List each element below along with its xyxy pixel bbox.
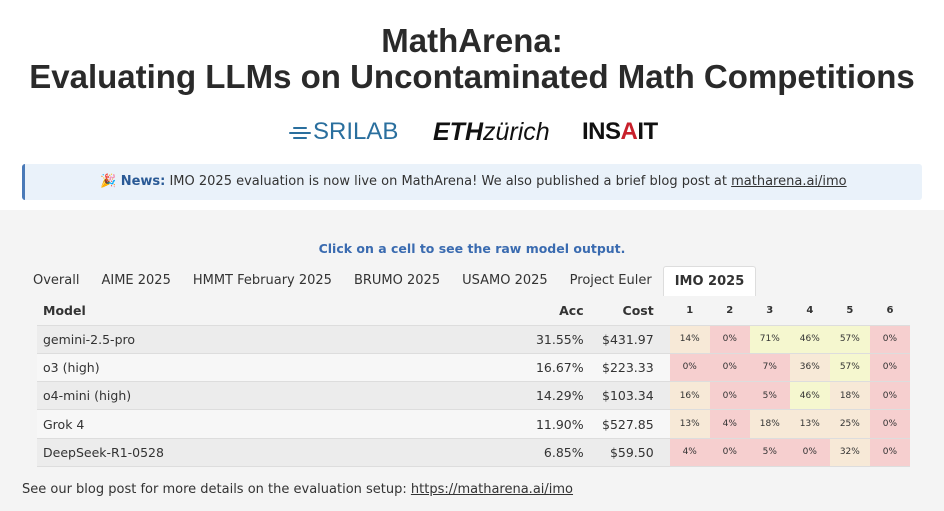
news-text: IMO 2025 evaluation is now live on MathA…	[165, 174, 732, 189]
column-header-problem-1[interactable]: 1	[669, 296, 710, 326]
tab-imo-2025[interactable]: IMO 2025	[662, 266, 757, 296]
column-header-problem-6[interactable]: 6	[869, 296, 910, 326]
score-cell-problem-4[interactable]: 46%	[789, 325, 830, 354]
column-header-acc[interactable]: Acc	[513, 296, 588, 326]
party-popper-icon: 🎉	[100, 174, 117, 189]
insait-logo-a: A	[620, 118, 638, 145]
news-link[interactable]: matharena.ai/imo	[731, 174, 847, 189]
accuracy-cell: 31.55%	[513, 325, 588, 354]
cost-cell: $223.33	[587, 353, 670, 383]
score-cell-problem-4[interactable]: 46%	[789, 381, 830, 411]
score-cell-problem-4[interactable]: 0%	[789, 438, 830, 467]
eth-zurich-logo[interactable]: ETHzürich	[433, 114, 550, 150]
model-name-cell: Grok 4	[37, 409, 514, 439]
score-cell-problem-4[interactable]: 13%	[789, 409, 830, 439]
column-header-problem-4[interactable]: 4	[789, 296, 830, 326]
column-header-problem-2[interactable]: 2	[709, 296, 750, 326]
score-cell-problem-2[interactable]: 0%	[709, 381, 750, 411]
score-cell-problem-1[interactable]: 4%	[669, 438, 710, 467]
score-cell-problem-6[interactable]: 0%	[869, 409, 910, 439]
insait-logo-pre: INS	[582, 118, 621, 145]
cost-cell: $527.85	[587, 409, 670, 439]
accuracy-cell: 16.67%	[513, 353, 588, 383]
accuracy-cell: 14.29%	[513, 381, 588, 411]
tab-hmmt-february-2025[interactable]: HMMT February 2025	[192, 273, 332, 288]
insait-logo[interactable]: INSAIT	[582, 114, 658, 150]
accuracy-cell: 6.85%	[513, 438, 588, 467]
column-header-model[interactable]: Model	[37, 296, 514, 326]
eth-logo-bold: ETH	[433, 118, 483, 146]
table-row[interactable]: DeepSeek-R1-0528 6.85% $59.50 4% 0% 5% 0% 32% 0%	[37, 438, 910, 467]
click-hint: Click on a cell to see the raw model out…	[318, 241, 626, 256]
score-cell-problem-2[interactable]: 0%	[709, 325, 750, 354]
page-title-line1: MathArena:	[381, 22, 563, 59]
logo-strip: SRILAB ETHzürich INSAIT	[0, 114, 944, 150]
score-cell-problem-5[interactable]: 57%	[829, 325, 870, 354]
score-cell-problem-2[interactable]: 0%	[709, 353, 750, 383]
score-cell-problem-3[interactable]: 18%	[749, 409, 790, 439]
score-cell-problem-1[interactable]: 13%	[669, 409, 710, 439]
cost-cell: $103.34	[587, 381, 670, 411]
cost-cell: $431.97	[587, 325, 670, 354]
table-row[interactable]: gemini-2.5-pro 31.55% $431.97 14% 0% 71% 46% 57…	[37, 325, 910, 354]
model-name-cell: o3 (high)	[37, 353, 514, 383]
model-name-cell: gemini-2.5-pro	[37, 325, 514, 354]
score-cell-problem-1[interactable]: 16%	[669, 381, 710, 411]
score-cell-problem-3[interactable]: 5%	[749, 438, 790, 467]
tab-project-euler[interactable]: Project Euler	[569, 273, 652, 288]
news-label: News:	[120, 174, 166, 189]
tab-usamo-2025[interactable]: USAMO 2025	[462, 273, 548, 288]
table-row[interactable]: o3 (high) 16.67% $223.33 0% 0% 7% 36% 57% 0%	[37, 353, 910, 383]
news-banner: 🎉 News: IMO 2025 evaluation is now live …	[22, 164, 922, 200]
footer-note: See our blog post for more details on th…	[22, 482, 573, 497]
score-cell-problem-5[interactable]: 57%	[829, 353, 870, 383]
score-cell-problem-2[interactable]: 4%	[709, 409, 750, 439]
insait-logo-post: IT	[637, 118, 658, 145]
page-title-line2: Evaluating LLMs on Uncontaminated Math C…	[29, 58, 915, 95]
score-cell-problem-6[interactable]: 0%	[869, 381, 910, 411]
column-header-problem-3[interactable]: 3	[749, 296, 790, 326]
score-cell-problem-6[interactable]: 0%	[869, 353, 910, 383]
competition-tabs: Overall AIME 2025 HMMT February 2025 BRUMO …	[22, 266, 757, 296]
score-cell-problem-3[interactable]: 7%	[749, 353, 790, 383]
table-row[interactable]: o4-mini (high) 14.29% $103.34 16% 0% 5% 46% 18%…	[37, 381, 910, 411]
column-header-problem-5[interactable]: 5	[829, 296, 870, 326]
accuracy-cell: 11.90%	[513, 409, 588, 439]
footer-link[interactable]: https://matharena.ai/imo	[410, 482, 574, 497]
cost-cell: $59.50	[587, 438, 670, 467]
score-cell-problem-4[interactable]: 36%	[789, 353, 830, 383]
srilab-logo-text: SRILAB	[313, 118, 399, 145]
score-cell-problem-5[interactable]: 32%	[829, 438, 870, 467]
score-cell-problem-5[interactable]: 25%	[829, 409, 870, 439]
score-cell-problem-5[interactable]: 18%	[829, 381, 870, 411]
srilab-lines-icon	[289, 125, 311, 141]
model-name-cell: o4-mini (high)	[37, 381, 514, 411]
table-row[interactable]: Grok 4 11.90% $527.85 13% 4% 18% 13% 25% 0%	[37, 409, 910, 439]
footer-text: See our blog post for more details on th…	[22, 482, 411, 497]
score-cell-problem-3[interactable]: 5%	[749, 381, 790, 411]
score-cell-problem-1[interactable]: 14%	[669, 325, 710, 354]
model-name-cell: DeepSeek-R1-0528	[37, 438, 514, 467]
score-cell-problem-2[interactable]: 0%	[709, 438, 750, 467]
score-cell-problem-6[interactable]: 0%	[869, 438, 910, 467]
eth-logo-rest: zürich	[483, 118, 550, 146]
tab-overall[interactable]: Overall	[33, 273, 80, 288]
score-cell-problem-6[interactable]: 0%	[869, 325, 910, 354]
tab-aime-2025[interactable]: AIME 2025	[101, 273, 171, 288]
score-cell-problem-1[interactable]: 0%	[669, 353, 710, 383]
score-cell-problem-3[interactable]: 71%	[749, 325, 790, 354]
tab-brumo-2025[interactable]: BRUMO 2025	[353, 273, 441, 288]
column-header-cost[interactable]: Cost	[587, 296, 670, 326]
srilab-logo[interactable]: SRILAB	[289, 114, 398, 150]
